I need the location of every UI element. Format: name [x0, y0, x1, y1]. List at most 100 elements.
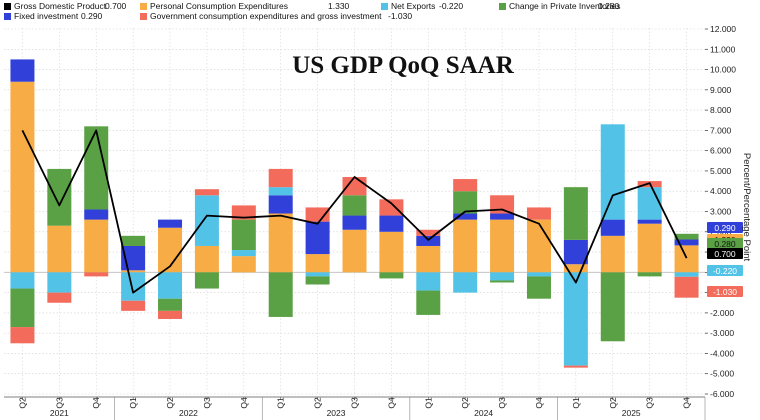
bar-segment-inv [47, 168, 72, 226]
bar-segment-fixed [416, 235, 441, 246]
bar-segment-gov [84, 272, 109, 277]
bar-segment-pce [47, 225, 72, 273]
bar-segment-pce [379, 231, 404, 273]
x-tick-label: Q1 [571, 397, 581, 409]
bar-segment-pce [637, 223, 662, 273]
bar-segment-pce [563, 264, 588, 273]
bar-segment-pce [231, 256, 256, 273]
y-tick-label: 3.000 [710, 207, 732, 217]
x-tick-label: Q4 [386, 397, 396, 409]
bar-segment-netx [10, 272, 35, 289]
bar-segment-netx [674, 272, 699, 277]
bar-segment-inv [342, 195, 367, 216]
value-badge-text-netx: -0.220 [713, 266, 737, 276]
bar-segment-netx [563, 272, 588, 366]
bar-segment-pce [490, 219, 515, 273]
bar-segment-netx [637, 187, 662, 220]
value-badge-netx [707, 265, 743, 276]
bar-segment-fixed [674, 239, 699, 246]
y-tick-label: -3.000 [710, 328, 734, 338]
gdp-line [21, 129, 688, 294]
year-label: 2023 [327, 408, 346, 418]
x-tick-label: Q3 [202, 397, 212, 409]
bar-segment-gov [158, 310, 183, 319]
y-tick-label: -6.000 [710, 389, 734, 399]
bar-segment-netx [526, 272, 551, 277]
value-badge-text-gov: -1.030 [713, 287, 737, 297]
y-tick-label: 8.000 [710, 105, 732, 115]
bar-segment-inv [674, 233, 699, 240]
bars-group [10, 59, 699, 368]
value-badge-text-gdp: 0.700 [714, 249, 736, 259]
bar-segment-inv [158, 298, 183, 311]
bar-segment-gov [305, 207, 330, 222]
bar-segment-inv [526, 276, 551, 299]
bar-segment-fixed [84, 209, 109, 220]
bar-segment-netx [158, 272, 183, 299]
bar-segment-pce [84, 219, 109, 273]
year-label: 2025 [622, 408, 641, 418]
year-label: 2022 [179, 408, 198, 418]
legend-swatch-fixed [4, 13, 11, 20]
bar-segment-gov [121, 300, 146, 311]
bar-segment-gov [47, 292, 72, 303]
bar-segment-pce [342, 229, 367, 273]
year-label: 2024 [474, 408, 493, 418]
x-tick-label: Q4 [534, 397, 544, 409]
x-tick-label: Q4 [91, 397, 101, 409]
bar-segment-inv [305, 276, 330, 285]
bar-segment-fixed [342, 215, 367, 230]
value-badge-gdp [707, 248, 743, 259]
bar-segment-pce [453, 219, 478, 273]
x-tick-label: Q2 [608, 397, 618, 409]
x-tick-label: Q3 [350, 397, 360, 409]
x-tick-label: Q3 [497, 397, 507, 409]
year-label: 2021 [50, 408, 69, 418]
y-axis-label: Percent/Percentage Point [741, 153, 752, 262]
bar-segment-fixed [490, 213, 515, 220]
y-tick-label: 9.000 [710, 85, 732, 95]
legend-swatch-pce [140, 3, 147, 10]
bar-segment-pce [121, 270, 146, 273]
bar-segment-gov [342, 177, 367, 196]
value-badge-fixed [707, 222, 743, 233]
bar-segment-fixed [305, 221, 330, 255]
legend-value-gdp: 0.700 [105, 1, 127, 11]
x-tick-label: Q2 [17, 397, 27, 409]
bar-segment-gov [10, 327, 35, 344]
legend-label-gdp: Gross Domestic Product [14, 1, 107, 11]
legend-value-gov: -1.030 [388, 11, 412, 21]
bar-segment-fixed [158, 219, 183, 228]
bar-segment-inv [231, 219, 256, 251]
legend-value-pce: 1.330 [328, 1, 350, 11]
legend-label-fixed: Fixed investment [14, 11, 79, 21]
bar-segment-netx [194, 195, 219, 246]
bar-segment-netx [600, 124, 625, 220]
bar-segment-gov [194, 189, 219, 196]
bar-segment-fixed [637, 219, 662, 224]
y-tick-label: 5.000 [710, 166, 732, 176]
legend-value-inv: 0.280 [598, 1, 620, 11]
legend-label-pce: Personal Consumption Expenditures [150, 1, 288, 11]
bar-segment-netx [305, 272, 330, 277]
y-tick-label: 7.000 [710, 125, 732, 135]
bar-segment-fixed [10, 59, 35, 82]
bar-segment-pce [268, 213, 293, 273]
bar-segment-netx [231, 250, 256, 257]
x-tick-label: Q4 [239, 397, 249, 409]
bar-segment-pce [10, 81, 35, 273]
bar-segment-fixed [453, 213, 478, 220]
x-tick-label: Q4 [682, 397, 692, 409]
bar-segment-pce [600, 235, 625, 273]
axes-group: -6.000-5.000-4.000-3.000-2.000-1.0000.00… [4, 24, 743, 420]
legend-value-fixed: 0.290 [81, 11, 103, 21]
x-tick-label: Q1 [128, 397, 138, 409]
y-tick-label: -4.000 [710, 348, 734, 358]
legend-swatch-gdp [4, 3, 11, 10]
y-tick-label: -5.000 [710, 369, 734, 379]
bar-segment-pce [416, 245, 441, 273]
bar-segment-gov [231, 205, 256, 220]
